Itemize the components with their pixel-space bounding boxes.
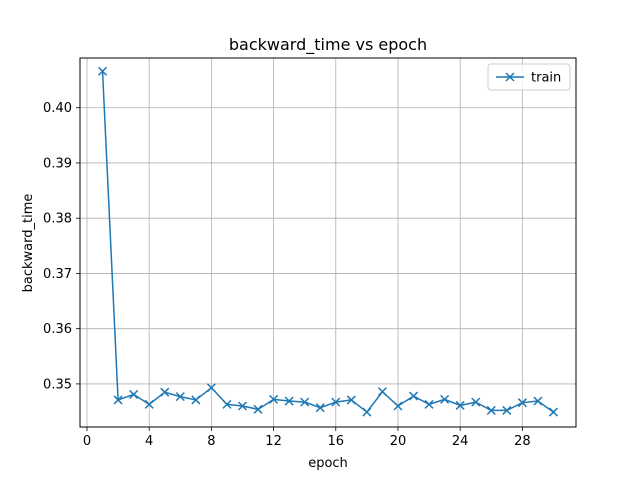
data-point — [548, 407, 558, 417]
legend: train — [487, 63, 571, 91]
data-point — [144, 399, 154, 409]
data-point — [284, 396, 294, 406]
x-tick-label: 8 — [207, 434, 215, 449]
data-point — [315, 403, 325, 413]
y-tick-label: 0.35 — [43, 377, 72, 392]
y-axis-ticks: 0.35 0.36 0.37 0.38 0.39 0.40 — [43, 101, 80, 392]
chart-title: backward_time vs epoch — [229, 35, 427, 55]
y-tick-label: 0.40 — [43, 101, 72, 116]
data-point — [424, 399, 434, 409]
data-point — [346, 395, 356, 405]
data-point — [160, 387, 170, 397]
x-tick-label: 24 — [452, 434, 469, 449]
data-point — [471, 397, 481, 407]
data-point — [206, 383, 216, 393]
data-point — [502, 405, 512, 415]
data-point — [300, 397, 310, 407]
data-point — [222, 399, 232, 409]
data-point — [486, 405, 496, 415]
x-axis-ticks: 0 4 8 12 16 20 24 28 — [83, 427, 531, 449]
data-point — [269, 394, 279, 404]
y-tick-label: 0.39 — [43, 156, 72, 171]
x-tick-label: 4 — [145, 434, 153, 449]
x-tick-label: 12 — [265, 434, 282, 449]
x-tick-label: 28 — [514, 434, 531, 449]
y-tick-label: 0.38 — [43, 212, 72, 227]
data-point — [331, 397, 341, 407]
legend-label-train: train — [531, 71, 561, 86]
data-point — [129, 389, 139, 399]
legend-box — [487, 63, 571, 91]
data-point — [98, 66, 108, 76]
plot-frame — [79, 57, 577, 428]
data-point — [455, 400, 465, 410]
x-tick-label: 0 — [83, 434, 91, 449]
x-tick-label: 16 — [328, 434, 345, 449]
y-tick-label: 0.37 — [43, 267, 72, 282]
data-point — [237, 401, 248, 411]
data-point — [113, 395, 123, 405]
data-point — [253, 404, 263, 414]
series-layer — [98, 66, 558, 417]
data-point — [377, 387, 387, 397]
grid-lines — [80, 58, 576, 427]
data-point — [175, 392, 185, 402]
data-point — [393, 401, 403, 411]
y-axis-label: backward_time — [21, 194, 36, 293]
legend-marker-train — [505, 72, 515, 82]
x-tick-label: 20 — [390, 434, 407, 449]
data-point — [517, 398, 527, 408]
data-point — [533, 396, 543, 406]
data-point — [408, 391, 419, 401]
data-point — [362, 407, 372, 417]
data-point — [191, 395, 201, 405]
data-point — [440, 394, 450, 404]
y-tick-label: 0.36 — [43, 322, 72, 337]
x-axis-label: epoch — [308, 456, 348, 471]
series-line-train — [101, 71, 554, 413]
